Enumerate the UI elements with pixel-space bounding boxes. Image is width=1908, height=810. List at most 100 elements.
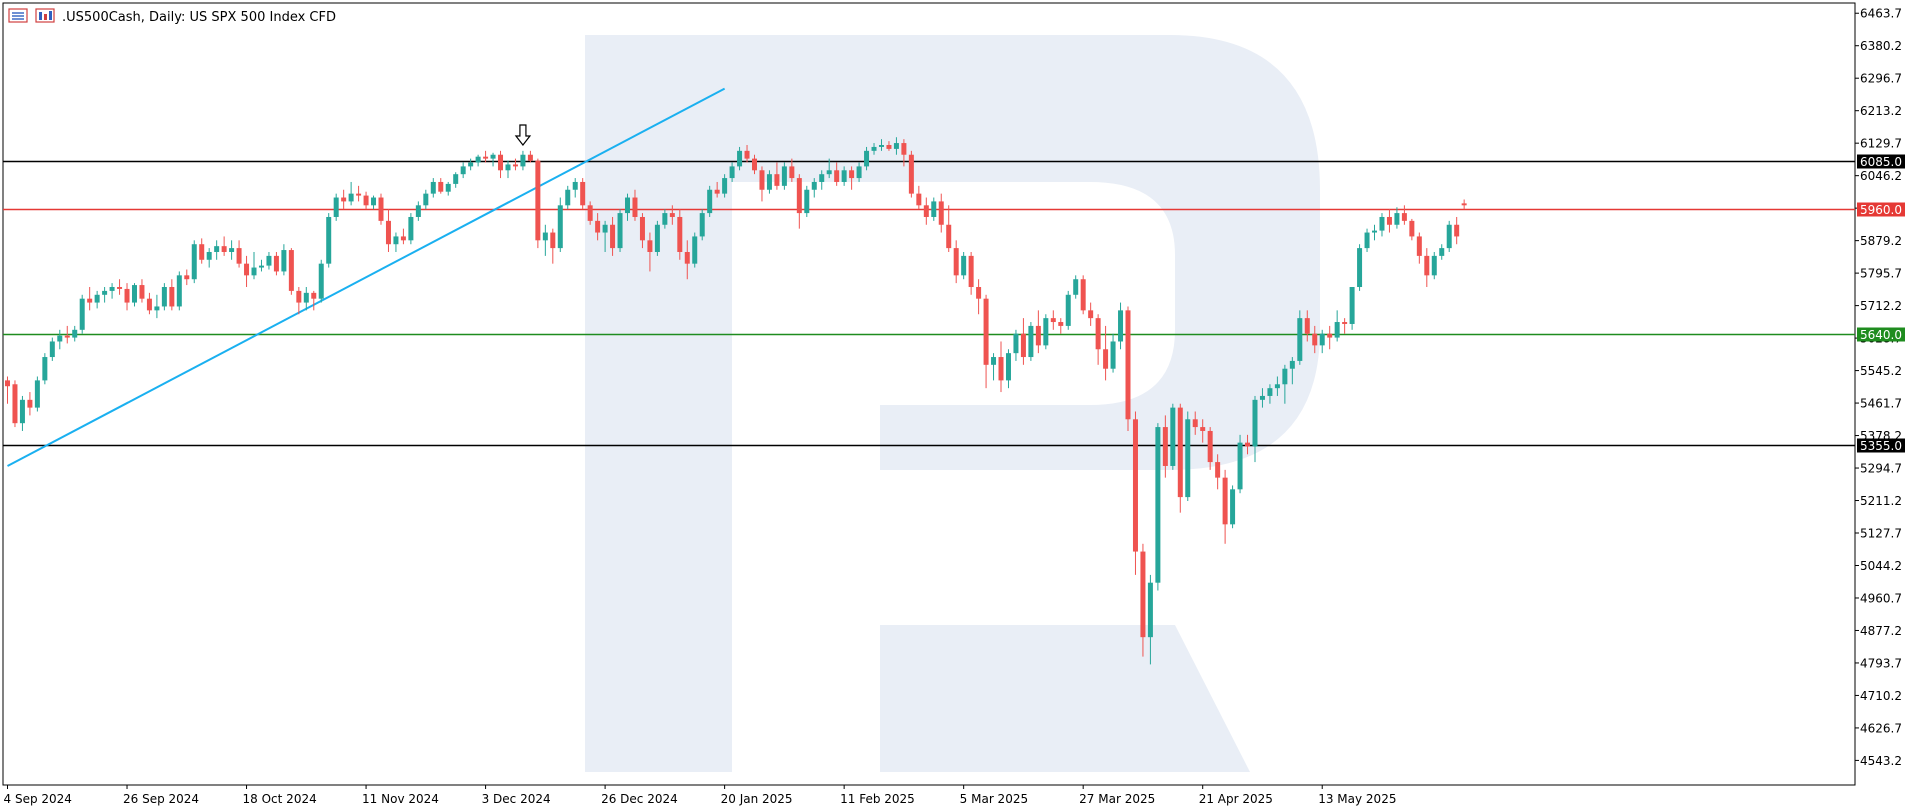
candle <box>415 201 421 221</box>
candle <box>1334 310 1340 342</box>
candle <box>131 283 137 307</box>
price-tick-label: 5795.7 <box>1860 267 1902 281</box>
candle <box>595 213 601 241</box>
candle <box>1394 207 1400 229</box>
candle <box>542 224 548 256</box>
candle <box>1372 224 1378 241</box>
candle <box>1312 325 1318 354</box>
date-tick-label: 21 Apr 2025 <box>1199 792 1273 806</box>
candle <box>520 150 526 171</box>
candle <box>1080 275 1086 315</box>
candle <box>445 181 451 196</box>
candle <box>34 376 40 412</box>
candle <box>535 158 541 249</box>
candle <box>1349 287 1355 330</box>
candle <box>976 279 982 315</box>
candle <box>385 209 391 252</box>
candle <box>1185 411 1191 501</box>
candle <box>266 251 272 270</box>
candle <box>348 181 354 206</box>
level-label-level-5640: 5640.0 <box>1857 327 1905 342</box>
candle <box>5 376 10 404</box>
candle <box>1252 395 1258 463</box>
candle <box>864 146 870 171</box>
candle <box>57 329 63 350</box>
candle <box>169 279 175 311</box>
plot-frame <box>2 2 1856 786</box>
candle <box>811 178 817 198</box>
candle <box>475 154 481 167</box>
level-label-level-5960: 5960.0 <box>1857 202 1905 217</box>
price-tick-label: 6213.2 <box>1860 104 1902 118</box>
candle <box>326 213 332 268</box>
candle <box>400 228 406 245</box>
candle <box>1439 244 1445 260</box>
candle <box>318 259 324 303</box>
candle <box>1028 322 1034 361</box>
candle <box>1140 543 1146 657</box>
candle <box>251 251 257 280</box>
candle <box>1222 469 1228 544</box>
time-axis[interactable]: 4 Sep 2024 26 Sep 2024 18 Oct 2024 11 Nov 2… <box>4 785 1397 806</box>
candle <box>1013 329 1019 361</box>
indicators-list-icon[interactable] <box>8 8 28 23</box>
candle <box>214 240 220 260</box>
candle <box>184 269 190 286</box>
candle <box>729 162 735 182</box>
price-axis[interactable]: 6463.76380.26296.76213.26129.76046.25962… <box>1855 7 1902 768</box>
candle <box>139 279 145 303</box>
candle <box>707 185 713 217</box>
chart-type-icon[interactable] <box>35 8 55 23</box>
candle <box>12 380 18 428</box>
candle <box>886 141 892 151</box>
candle <box>1095 314 1101 365</box>
trendline[interactable] <box>7 87 726 467</box>
candle <box>229 240 235 260</box>
price-tick-label: 5545.2 <box>1860 364 1902 378</box>
candle <box>49 337 55 361</box>
candle <box>1237 434 1243 494</box>
price-tick-label: 5712.2 <box>1860 299 1902 313</box>
levels-layer <box>3 160 1855 447</box>
candle <box>714 181 720 198</box>
candle <box>117 279 123 295</box>
price-tick-label: 6046.2 <box>1860 169 1902 183</box>
date-tick-label: 18 Oct 2024 <box>243 792 317 806</box>
candle <box>311 290 317 311</box>
candle <box>766 170 772 194</box>
candle <box>296 287 302 315</box>
candle <box>1401 205 1407 225</box>
candle <box>161 283 167 311</box>
candle <box>102 287 108 303</box>
price-tick-label: 5044.2 <box>1860 559 1902 573</box>
candle <box>632 189 638 221</box>
candle <box>587 201 593 225</box>
candle <box>512 158 518 171</box>
candle <box>176 271 182 311</box>
candle <box>109 283 115 299</box>
candle <box>1147 574 1153 665</box>
candle <box>1416 232 1422 264</box>
candle <box>602 220 608 252</box>
price-tick-label: 4626.7 <box>1860 721 1902 735</box>
level-labels: 6085.0 5960.0 5640.0 5355.0 <box>1857 154 1905 453</box>
candle <box>759 166 765 202</box>
price-tick-label: 5461.7 <box>1860 397 1902 411</box>
price-tick-label: 5294.7 <box>1860 462 1902 476</box>
candle <box>647 232 653 272</box>
candle <box>1200 419 1206 443</box>
candle <box>901 139 907 167</box>
candle <box>744 145 750 163</box>
candle <box>931 197 937 221</box>
date-tick-label: 26 Dec 2024 <box>601 792 678 806</box>
date-tick-label: 26 Sep 2024 <box>123 792 199 806</box>
down-arrow-marker-icon[interactable] <box>514 124 532 146</box>
candle <box>796 174 802 229</box>
candle <box>303 287 309 311</box>
candle <box>1177 403 1183 513</box>
candle <box>498 150 504 179</box>
candle <box>654 220 660 256</box>
candle <box>677 209 683 260</box>
